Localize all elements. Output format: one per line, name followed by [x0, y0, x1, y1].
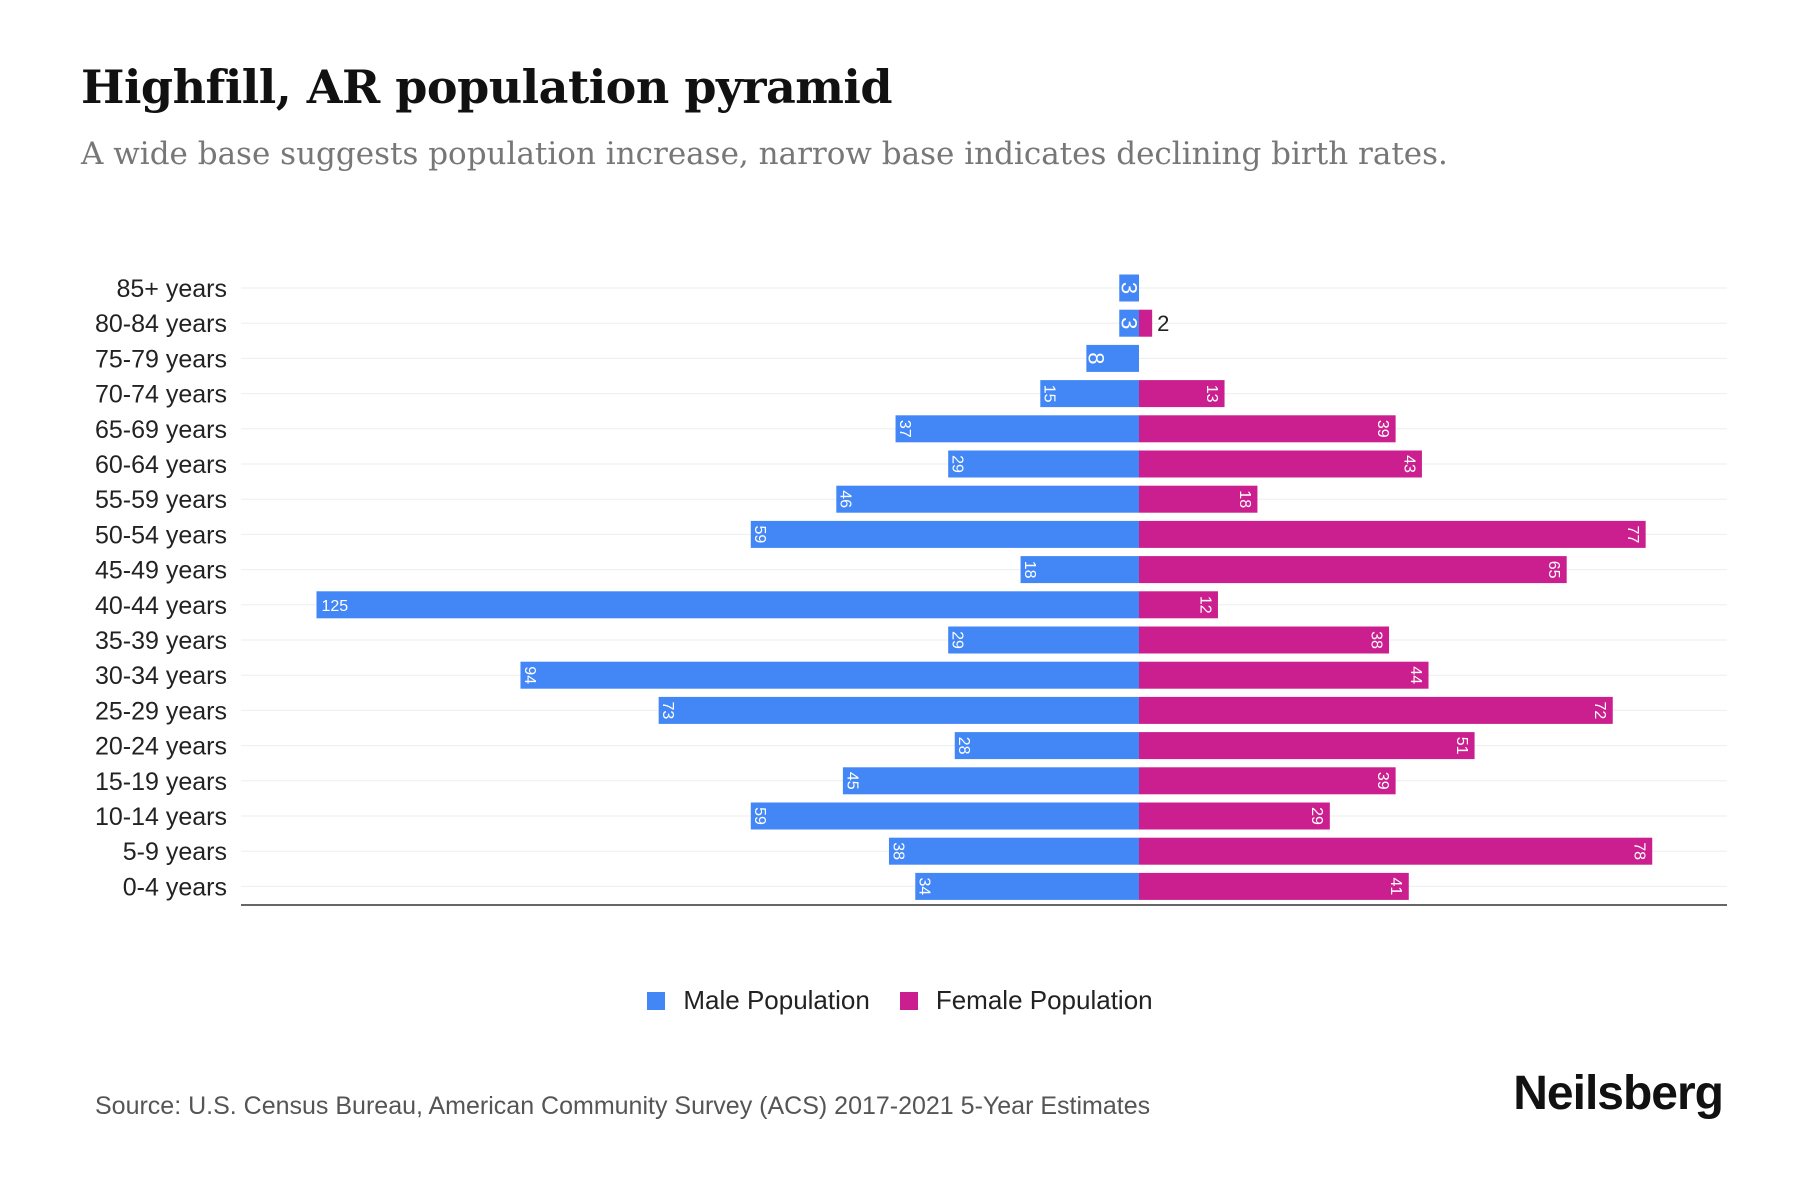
legend-item-female: Female Population	[899, 985, 1153, 1016]
category-label: 5-9 years	[123, 838, 227, 866]
data-label: 94	[521, 666, 538, 684]
category-label: 45-49 years	[95, 557, 227, 585]
data-label: 28	[955, 737, 972, 755]
data-label: 41	[1387, 878, 1404, 896]
data-label: 2	[1157, 311, 1169, 336]
data-label: 29	[949, 631, 966, 649]
male-bar	[1020, 556, 1139, 584]
chart-title: Highfill, AR population pyramid	[81, 60, 893, 114]
data-label: 18	[1236, 490, 1253, 508]
data-label: 37	[896, 420, 913, 438]
legend-swatch-female	[899, 991, 918, 1010]
category-label: 85+ years	[117, 275, 228, 303]
category-label: 75-79 years	[95, 345, 227, 373]
legend: Male Population Female Population	[0, 985, 1800, 1016]
female-bar	[1139, 872, 1409, 900]
category-label: 0-4 years	[123, 873, 227, 901]
data-label: 73	[659, 702, 676, 720]
male-bar	[954, 732, 1139, 760]
category-label: 80-84 years	[95, 310, 227, 338]
category-label: 70-74 years	[95, 381, 227, 409]
female-bar	[1139, 450, 1422, 478]
male-bar	[750, 520, 1139, 548]
data-label: 13	[1203, 385, 1220, 403]
data-label: 46	[837, 490, 854, 508]
data-label: 29	[949, 455, 966, 473]
data-label: 39	[1374, 420, 1391, 438]
female-bar	[1139, 556, 1567, 584]
legend-swatch-male	[647, 991, 666, 1010]
data-label: 38	[1367, 631, 1384, 649]
female-bar	[1139, 415, 1396, 443]
legend-item-male: Male Population	[647, 985, 870, 1016]
category-label: 65-69 years	[95, 416, 227, 444]
male-bar	[836, 485, 1139, 513]
data-label: 29	[1308, 807, 1325, 825]
category-label: 50-54 years	[95, 521, 227, 549]
data-label: 43	[1400, 455, 1417, 473]
female-bar	[1139, 837, 1653, 865]
category-label: 35-39 years	[95, 627, 227, 655]
female-bar	[1139, 732, 1475, 760]
brand-logo: Neilsberg	[1513, 1067, 1724, 1120]
legend-label-male: Male Population	[683, 985, 870, 1015]
pyramid-chart: 85+ years 80-84 years 75-79 years 70-74 yea…	[95, 274, 1727, 906]
male-bar	[658, 696, 1139, 724]
data-label: 59	[751, 807, 768, 825]
data-label: 77	[1624, 526, 1641, 544]
male-bar	[842, 767, 1139, 795]
female-bar	[1139, 309, 1153, 337]
male-bar	[915, 872, 1139, 900]
female-bar	[1139, 380, 1225, 408]
female-bar	[1139, 591, 1218, 619]
data-label: 45	[843, 772, 860, 790]
male-bar	[1119, 309, 1139, 337]
data-label: 12	[1196, 596, 1213, 614]
female-bar	[1139, 661, 1429, 689]
female-bar	[1139, 485, 1258, 513]
male-bar	[750, 802, 1139, 830]
data-label: 39	[1374, 772, 1391, 790]
category-label: 20-24 years	[95, 733, 227, 761]
legend-label-female: Female Population	[935, 985, 1153, 1015]
female-bar	[1139, 696, 1613, 724]
category-label: 25-29 years	[95, 697, 227, 725]
male-bar	[948, 626, 1139, 654]
male-bar	[1086, 344, 1139, 372]
data-label: 51	[1453, 737, 1470, 755]
male-bar	[1040, 380, 1139, 408]
category-label: 60-64 years	[95, 451, 227, 479]
male-bar	[895, 415, 1139, 443]
male-bar	[316, 591, 1139, 619]
data-label: 59	[751, 526, 768, 544]
data-label: 44	[1407, 666, 1424, 684]
category-label: 30-34 years	[95, 662, 227, 690]
male-bar	[1119, 274, 1139, 302]
data-label: 15	[1041, 385, 1058, 403]
category-label: 10-14 years	[95, 803, 227, 831]
data-label: 3	[1117, 282, 1142, 294]
data-label: 72	[1591, 702, 1608, 720]
data-label: 34	[916, 878, 933, 896]
female-bar	[1139, 767, 1396, 795]
data-label: 38	[889, 842, 906, 860]
data-label: 78	[1631, 842, 1648, 860]
female-bar	[1139, 626, 1390, 654]
male-bar	[948, 450, 1139, 478]
female-bar	[1139, 520, 1646, 548]
data-label: 3	[1117, 317, 1142, 329]
source-note: Source: U.S. Census Bureau, American Com…	[95, 1092, 1151, 1120]
chart-subtitle: A wide base suggests population increase…	[81, 136, 1448, 172]
data-label: 18	[1021, 561, 1038, 579]
data-label: 125	[322, 598, 349, 615]
category-label: 15-19 years	[95, 768, 227, 796]
data-label: 8	[1084, 352, 1109, 364]
male-bar	[888, 837, 1139, 865]
female-bar	[1139, 802, 1330, 830]
category-label: 55-59 years	[95, 486, 227, 514]
data-label: 65	[1545, 561, 1562, 579]
category-label: 40-44 years	[95, 592, 227, 620]
male-bar	[520, 661, 1139, 689]
